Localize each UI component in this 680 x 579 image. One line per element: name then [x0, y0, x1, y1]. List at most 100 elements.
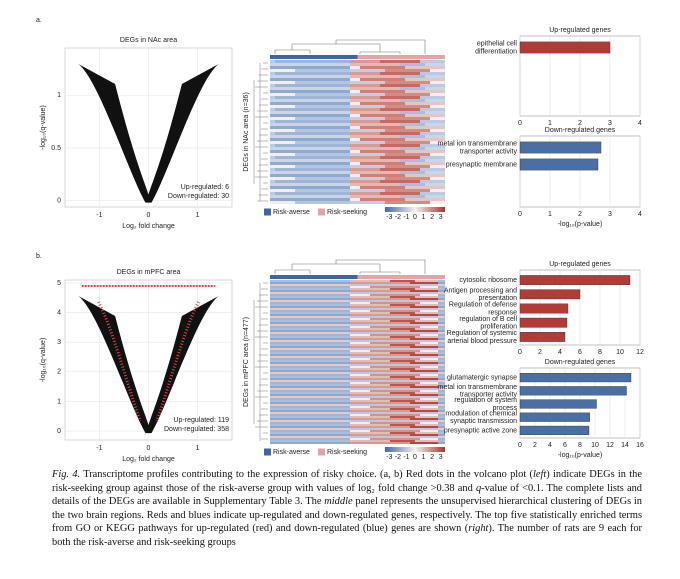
colorbar-tick: -2: [395, 214, 401, 221]
annotation: Up-regulated: 6: [181, 184, 229, 191]
x-tick-label: 2: [538, 349, 542, 356]
colorbar-tick: -1: [403, 454, 409, 461]
bar-title: Up-regulated genes: [549, 261, 611, 268]
caption: Fig. 4. Transcriptome profiles contribut…: [52, 468, 642, 550]
group-bar: [270, 55, 358, 59]
y-tick-label: 5: [57, 280, 61, 287]
legend-swatch: [264, 448, 271, 456]
category-label: epithelial cell differentiation: [475, 40, 517, 55]
y-tick-label: 0: [57, 428, 61, 435]
x-tick-label: 6: [578, 349, 582, 356]
x-axis-label: Log₂ fold change: [122, 456, 175, 463]
point-cloud: [78, 64, 219, 203]
category-label: cytosolic ribosome: [459, 277, 517, 284]
x-tick-label: 16: [636, 442, 644, 449]
colorbar-tick: -2: [395, 454, 401, 461]
x-tick-label: -1: [96, 212, 102, 219]
annotation: Up-regulated: 119: [173, 417, 229, 424]
panel-label: a.: [36, 17, 42, 24]
colorbar: [385, 207, 445, 212]
colorbar-tick: 0: [413, 214, 417, 221]
x-tick-label: -1: [96, 445, 102, 452]
legend-label: Risk-seeking: [327, 209, 367, 216]
group-bar: [357, 55, 445, 59]
x-tick-label: 1: [196, 445, 200, 452]
y-tick-label: 4: [57, 309, 61, 316]
colorbar-tick: 2: [430, 214, 434, 221]
y-axis-label: -log₁₀(q-value): [40, 105, 47, 150]
caption-text: Transcriptome profiles contributing to t…: [80, 469, 534, 480]
bar: [519, 317, 568, 328]
colorbar-tick: 1: [422, 454, 426, 461]
y-tick-label: 1: [57, 92, 61, 99]
category-label: regulation of B cell proliferation: [459, 316, 517, 331]
legend-label: Risk-seeking: [327, 449, 367, 456]
x-tick-label: 4: [558, 349, 562, 356]
x-tick-label: 1: [196, 212, 200, 219]
x-tick-label: 14: [621, 442, 629, 449]
caption-em: middle: [324, 496, 353, 508]
colorbar: [385, 447, 445, 452]
dendrogram-top: [274, 259, 426, 274]
x-axis-label: Log₂ fold change: [122, 223, 175, 230]
bar: [519, 399, 597, 409]
heatmap-ylabel: DEGs in NAc area (n=36): [243, 92, 250, 172]
category-label: presynaptic membrane: [446, 161, 517, 168]
bar: [519, 373, 632, 383]
x-axis-label: -log₁₀(p-value): [558, 221, 603, 228]
caption-fig: Fig. 4.: [52, 469, 81, 480]
heatmap-ylabel: DEGs in mPFC area (n=477): [243, 317, 250, 407]
colorbar-tick: 2: [430, 454, 434, 461]
x-tick-label: 4: [638, 120, 642, 127]
legend-swatch: [318, 208, 325, 216]
dendrogram-top: [274, 39, 426, 54]
heatmap-body: [270, 280, 445, 444]
caption-em: q: [475, 482, 482, 494]
category-label: glutamatergic synapse: [447, 374, 517, 381]
x-tick-label: 0: [147, 212, 151, 219]
category-label: regulation of system process: [454, 397, 517, 412]
category-label: presynaptic active zone: [444, 427, 517, 434]
category-label: Antigen processing and presentation: [444, 287, 517, 302]
colorbar-tick: -3: [386, 454, 392, 461]
bar-title: Down-regulated genes: [545, 127, 616, 134]
y-tick-label: 1: [57, 398, 61, 405]
y-tick-label: 0: [57, 198, 61, 205]
y-tick-label: 2: [57, 369, 61, 376]
annotation: Down-regulated: 30: [168, 193, 229, 200]
legend-swatch: [264, 208, 271, 216]
caption-em: right: [468, 523, 489, 535]
category-label: metal ion transmembrane transporter activ…: [438, 384, 518, 399]
x-tick-label: 1: [548, 120, 552, 127]
legend-label: Risk-averse: [273, 209, 310, 216]
colorbar-tick: -1: [403, 214, 409, 221]
heatmap-body: [270, 60, 445, 204]
y-axis-label: -log₁₀(q-value): [40, 338, 47, 383]
bar: [519, 386, 627, 396]
point-cloud: [78, 296, 219, 434]
caption-text: ). The number of rats are 9 each for bot…: [52, 523, 642, 548]
x-tick-label: 0: [147, 445, 151, 452]
x-tick-label: 4: [638, 211, 642, 218]
legend-label: Risk-averse: [273, 449, 310, 456]
colorbar-tick: 0: [413, 454, 417, 461]
bar: [519, 425, 590, 435]
x-tick-label: 0: [518, 349, 522, 356]
x-tick-label: 0: [518, 120, 522, 127]
x-tick-label: 12: [606, 442, 614, 449]
x-tick-label: 4: [548, 442, 552, 449]
caption-text: panel represents the unsupervised hierar…: [52, 496, 642, 535]
dendrogram-left: [253, 62, 268, 202]
x-tick-label: 2: [533, 442, 537, 449]
group-bar: [270, 275, 358, 279]
deg-points: [97, 301, 142, 422]
x-tick-label: 10: [616, 349, 624, 356]
y-tick-label: 0.5: [51, 145, 61, 152]
bar: [519, 412, 590, 422]
bar: [519, 141, 602, 154]
panel-label: b.: [36, 253, 42, 260]
plot-title: DEGs in NAc area: [120, 37, 177, 44]
group-bar: [357, 275, 445, 279]
